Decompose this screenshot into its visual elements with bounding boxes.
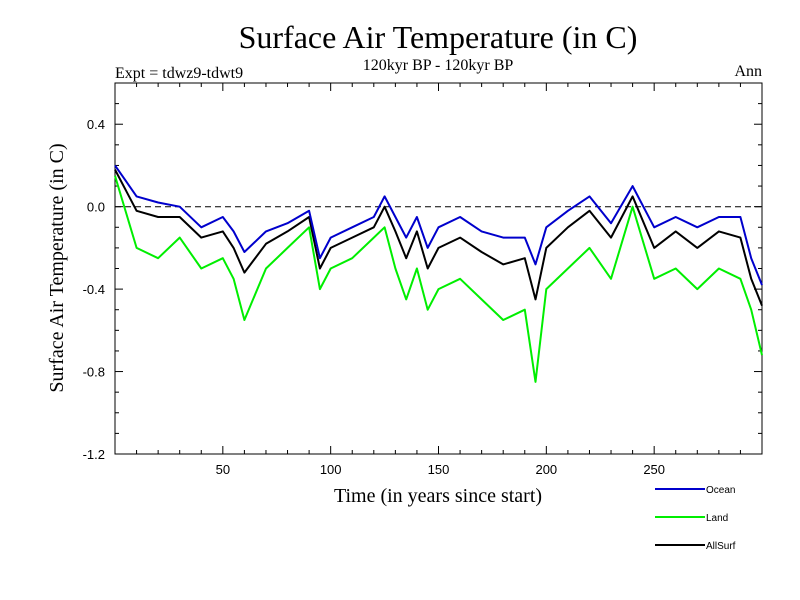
y-tick-label: 0.0 <box>87 200 105 215</box>
series-line-allsurf <box>114 169 763 306</box>
y-tick-label: 0.4 <box>87 117 105 132</box>
x-tick-label: 200 <box>535 462 557 477</box>
y-axis-ticks: -1.2 -0.8 -0.4 0.0 0.4 <box>83 82 762 462</box>
plot-frame <box>114 82 763 455</box>
x-axis-ticks: 50 100 150 200 250 <box>136 83 741 477</box>
series-layer <box>114 164 763 383</box>
season-label: Ann <box>734 63 762 80</box>
x-tick-label: 250 <box>643 462 665 477</box>
x-tick-label: 50 <box>216 462 230 477</box>
legend-label-allsurf: AllSurf <box>706 541 736 552</box>
chart-title: Surface Air Temperature (in C) <box>239 19 638 55</box>
x-tick-label: 100 <box>320 462 342 477</box>
series-line-land <box>114 175 763 383</box>
y-tick-label: -1.2 <box>83 447 105 462</box>
chart-subtitle: 120kyr BP - 120kyr BP <box>363 57 514 74</box>
y-axis-label: Surface Air Temperature (in C) <box>46 143 68 392</box>
plot-area: -1.2 -0.8 -0.4 0.0 0.4 50 100 150 200 250 <box>83 82 763 477</box>
y-tick-label: -0.8 <box>83 365 105 380</box>
experiment-label: Expt = tdwz9-tdwt9 <box>115 65 243 82</box>
y-tick-label: -0.4 <box>83 282 105 297</box>
x-tick-label: 150 <box>428 462 450 477</box>
series-line-ocean <box>114 164 763 286</box>
legend: Ocean Land AllSurf <box>655 485 736 552</box>
legend-label-land: Land <box>706 513 728 524</box>
x-axis-label: Time (in years since start) <box>334 485 542 507</box>
legend-label-ocean: Ocean <box>706 485 735 496</box>
